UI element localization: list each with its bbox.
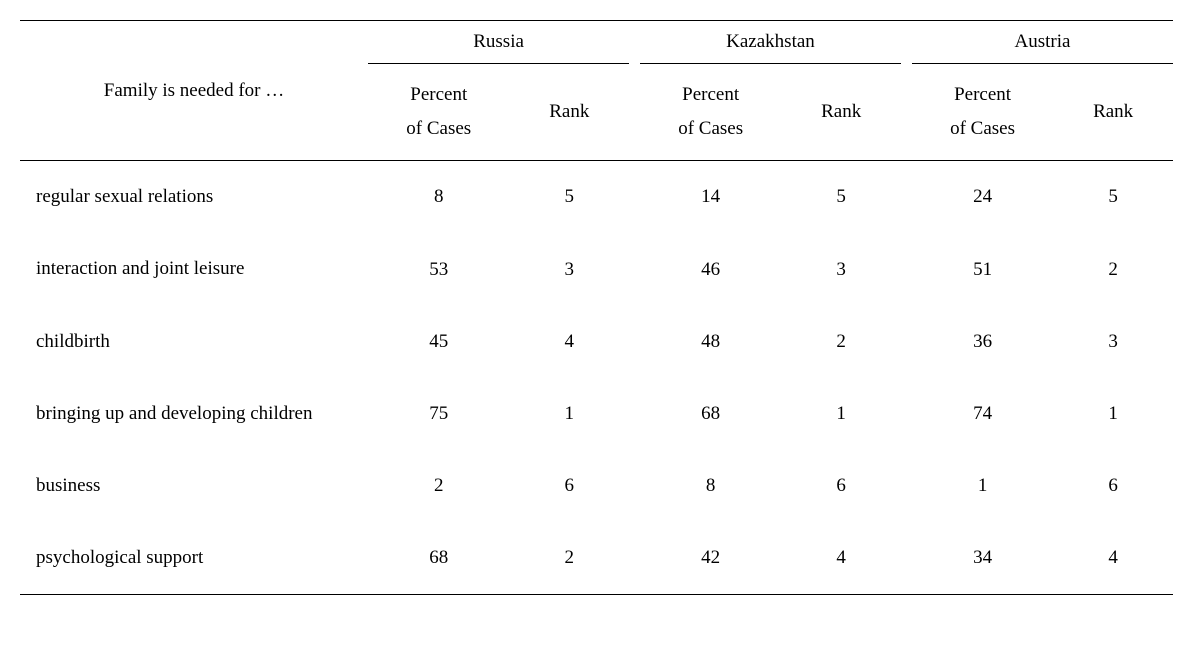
cell-percent: 53 (368, 233, 509, 305)
country-kazakhstan: Kazakhstan (640, 21, 901, 64)
cell-percent: 14 (640, 161, 781, 234)
cell-rank: 4 (1053, 522, 1173, 595)
cell-rank: 6 (509, 450, 629, 522)
cell-percent: 1 (912, 450, 1053, 522)
row-label: childbirth (20, 306, 368, 378)
cell-rank: 1 (1053, 378, 1173, 450)
cell-rank: 2 (1053, 233, 1173, 305)
subheader-rank: Rank (1053, 64, 1173, 161)
cell-percent: 46 (640, 233, 781, 305)
cell-rank: 5 (781, 161, 901, 234)
cell-rank: 6 (1053, 450, 1173, 522)
cell-percent: 8 (368, 161, 509, 234)
cell-percent: 34 (912, 522, 1053, 595)
cell-percent: 2 (368, 450, 509, 522)
table-row: interaction and joint leisure 53 3 46 3 … (20, 233, 1173, 305)
family-needs-table: Family is needed for … Russia Kazakhstan… (20, 20, 1173, 595)
subheader-percent: Percentof Cases (640, 64, 781, 161)
header-countries-row: Family is needed for … Russia Kazakhstan… (20, 21, 1173, 64)
cell-rank: 3 (781, 233, 901, 305)
cell-rank: 1 (509, 378, 629, 450)
cell-percent: 51 (912, 233, 1053, 305)
cell-percent: 68 (640, 378, 781, 450)
cell-percent: 48 (640, 306, 781, 378)
table-row: business 2 6 8 6 1 6 (20, 450, 1173, 522)
cell-rank: 4 (509, 306, 629, 378)
cell-percent: 42 (640, 522, 781, 595)
cell-rank: 1 (781, 378, 901, 450)
row-label: interaction and joint leisure (20, 233, 368, 305)
row-label: business (20, 450, 368, 522)
cell-percent: 75 (368, 378, 509, 450)
cell-rank: 5 (1053, 161, 1173, 234)
cell-percent: 24 (912, 161, 1053, 234)
row-label: regular sexual relations (20, 161, 368, 234)
subheader-percent: Percentof Cases (912, 64, 1053, 161)
cell-rank: 2 (781, 306, 901, 378)
cell-rank: 4 (781, 522, 901, 595)
cell-rank: 6 (781, 450, 901, 522)
cell-rank: 3 (509, 233, 629, 305)
cell-percent: 68 (368, 522, 509, 595)
row-header-label: Family is needed for … (20, 21, 368, 161)
row-label: bringing up and developing children (20, 378, 368, 450)
table-row: psychological support 68 2 42 4 34 4 (20, 522, 1173, 595)
table-row: regular sexual relations 8 5 14 5 24 5 (20, 161, 1173, 234)
cell-rank: 2 (509, 522, 629, 595)
table-row: childbirth 45 4 48 2 36 3 (20, 306, 1173, 378)
subheader-rank: Rank (509, 64, 629, 161)
cell-rank: 3 (1053, 306, 1173, 378)
cell-percent: 8 (640, 450, 781, 522)
subheader-rank: Rank (781, 64, 901, 161)
subheader-percent: Percentof Cases (368, 64, 509, 161)
country-austria: Austria (912, 21, 1173, 64)
row-label: psychological support (20, 522, 368, 595)
cell-percent: 36 (912, 306, 1053, 378)
cell-percent: 74 (912, 378, 1053, 450)
country-russia: Russia (368, 21, 629, 64)
table-row: bringing up and developing children 75 1… (20, 378, 1173, 450)
cell-percent: 45 (368, 306, 509, 378)
cell-rank: 5 (509, 161, 629, 234)
